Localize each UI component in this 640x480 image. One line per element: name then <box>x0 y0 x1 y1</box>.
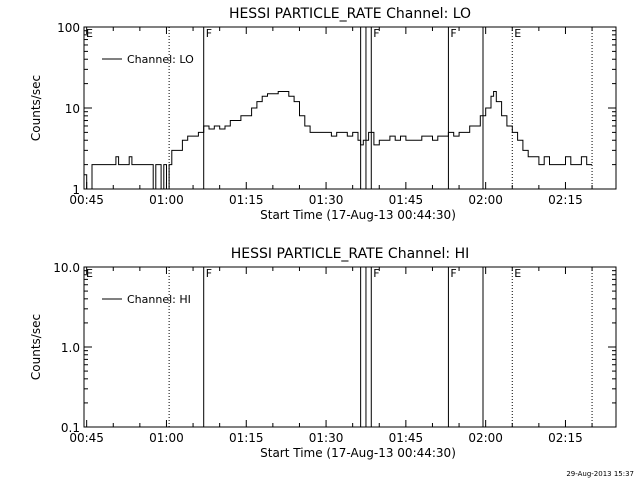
y-tick-label: 1 <box>72 183 80 197</box>
chart-title: HESSI PARTICLE_RATE Channel: HI <box>231 246 469 262</box>
x-tick-label: 01:30 <box>309 193 344 207</box>
x-tick-label: 02:00 <box>468 431 503 445</box>
x-tick-label: 02:00 <box>468 193 503 207</box>
event-marker-label: E <box>86 27 93 40</box>
event-marker-label: F <box>206 267 212 280</box>
chart-title: HESSI PARTICLE_RATE Channel: LO <box>229 6 471 22</box>
event-marker-label: F <box>206 27 212 40</box>
legend-label: Channel: HI <box>127 293 191 306</box>
series-line-channel-lo <box>84 91 593 190</box>
y-tick-label: 10 <box>65 102 80 116</box>
y-tick-label: 1.0 <box>61 341 80 355</box>
x-axis-label: Start Time (17-Aug-13 00:44:30) <box>260 208 456 222</box>
event-marker-label: E <box>514 27 521 40</box>
footer-timestamp: 29-Aug-2013 15:37 <box>566 470 634 478</box>
event-marker-label: F <box>373 267 379 280</box>
chart-panel-2: HESSI PARTICLE_RATE Channel: HI 00:45 01:0… <box>29 246 617 460</box>
x-tick-label: 01:15 <box>229 193 264 207</box>
y-tick-label: 0.1 <box>61 421 80 435</box>
legend-label: Channel: LO <box>127 53 194 66</box>
x-tick-label: 01:30 <box>309 431 344 445</box>
y-tick-label: 100 <box>57 21 80 35</box>
y-axis-label: Counts/sec <box>29 314 43 380</box>
event-marker-label: E <box>86 267 93 280</box>
x-tick-label: 02:15 <box>548 431 583 445</box>
y-tick-label: 10.0 <box>53 261 80 275</box>
event-marker-label: F <box>450 267 456 280</box>
x-tick-label: 01:45 <box>389 193 424 207</box>
chart-panel-1: HESSI PARTICLE_RATE Channel: LO 00:45 01:0… <box>29 6 617 222</box>
event-marker-label: F <box>450 27 456 40</box>
event-marker-label: F <box>373 27 379 40</box>
x-axis-label: Start Time (17-Aug-13 00:44:30) <box>260 446 456 460</box>
y-axis-label: Counts/sec <box>29 75 43 141</box>
x-tick-label: 00:45 <box>69 193 104 207</box>
plot-frame <box>83 266 617 428</box>
x-tick-label: 01:45 <box>389 431 424 445</box>
x-tick-label: 01:00 <box>149 193 184 207</box>
event-marker-label: E <box>514 267 521 280</box>
x-tick-label: 02:15 <box>548 193 583 207</box>
x-tick-label: 01:15 <box>229 431 264 445</box>
x-tick-label: 00:45 <box>69 431 104 445</box>
x-tick-label: 01:00 <box>149 431 184 445</box>
